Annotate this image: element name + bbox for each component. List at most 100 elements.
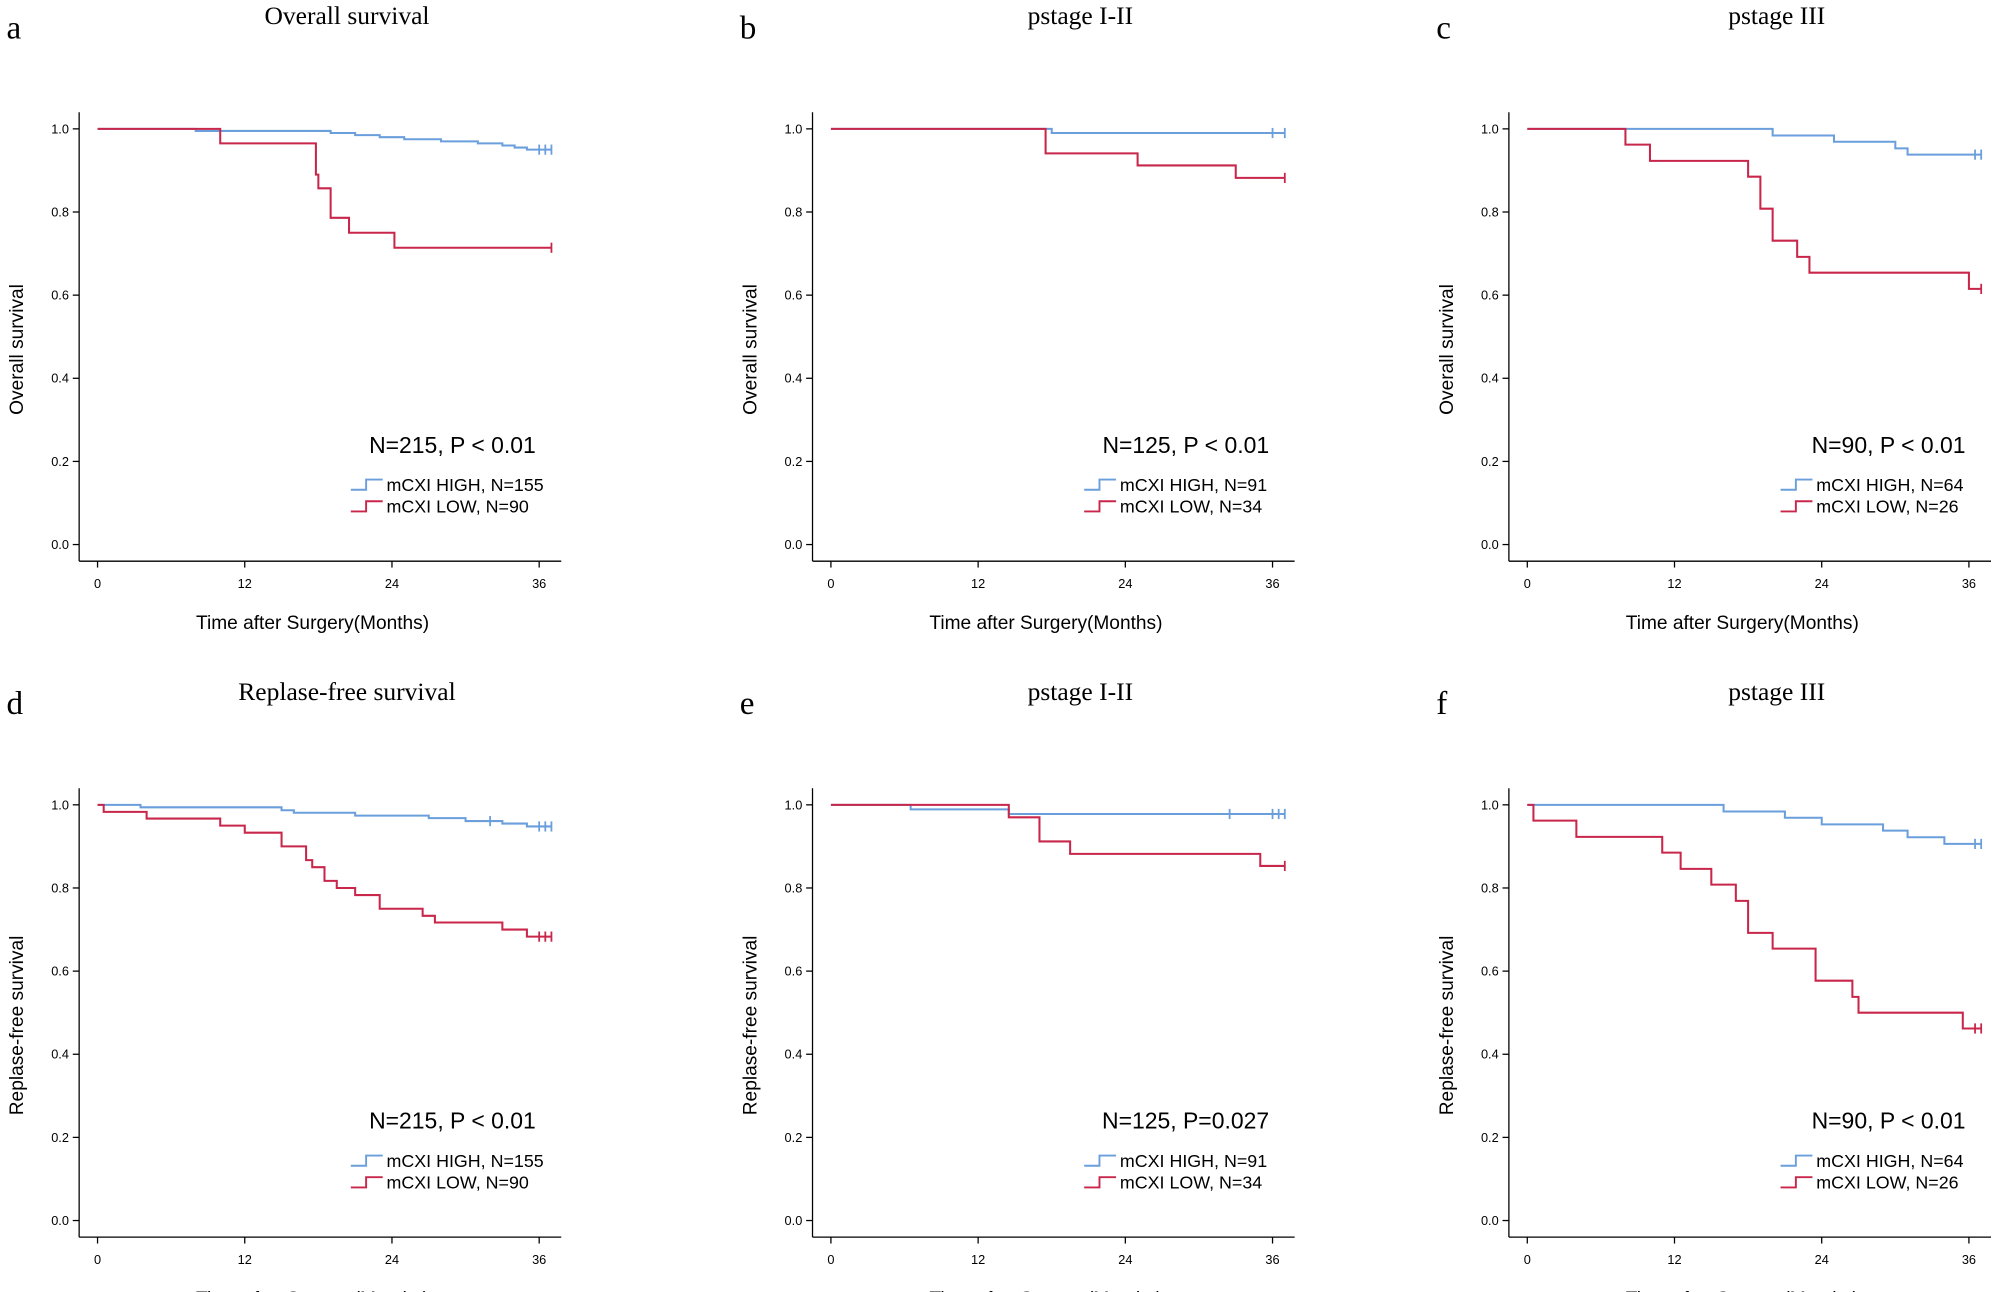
- legend-swatch: [1780, 1154, 1813, 1167]
- x-tick-label: 36: [1962, 1252, 1976, 1267]
- panel: f pstage III Replase-free survival Time aft…: [1436, 677, 1992, 1292]
- y-axis-label: Replase-free survival: [740, 936, 761, 1116]
- y-tick-label: 0.4: [1481, 1047, 1499, 1062]
- panel-label: d: [6, 685, 23, 722]
- y-tick-label: 0.4: [1481, 371, 1499, 386]
- panel-label: f: [1436, 685, 1448, 722]
- x-tick-label: 12: [971, 1252, 985, 1267]
- x-tick-label: 0: [1524, 1252, 1531, 1267]
- survival-curve: [1527, 803, 1982, 1030]
- legend-label: mCXI LOW, N=34: [1120, 497, 1262, 517]
- x-tick-label: 12: [971, 576, 985, 591]
- legend-swatch: [350, 500, 383, 513]
- panel: e pstage I-II Replase-free survival Time af…: [740, 677, 1295, 1292]
- annotation: N=215, P < 0.01: [369, 432, 536, 458]
- panel-title: pstage I-II: [1028, 1, 1134, 30]
- panel: b pstage I-II Overall survival Time after S…: [740, 1, 1295, 634]
- legend-label: mCXI HIGH, N=155: [387, 1151, 544, 1171]
- x-tick-label: 36: [1265, 1252, 1279, 1267]
- x-axis-label: Time after Surgery(Months): [196, 613, 429, 634]
- survival-curve: [830, 127, 1285, 179]
- x-tick-label: 0: [1524, 576, 1531, 591]
- x-tick-label: 24: [1815, 576, 1829, 591]
- y-tick-label: 0.0: [785, 537, 803, 552]
- y-tick-label: 0.8: [51, 204, 69, 219]
- annotation: N=90, P < 0.01: [1812, 432, 1966, 458]
- x-tick-label: 0: [827, 1252, 834, 1267]
- legend-swatch: [1780, 1176, 1813, 1189]
- legend-swatch: [1780, 500, 1813, 513]
- y-tick-label: 0.4: [51, 371, 69, 386]
- legend-label: mCXI LOW, N=26: [1816, 1173, 1958, 1193]
- legend-label: mCXI HIGH, N=91: [1120, 475, 1267, 495]
- x-tick-label: 0: [827, 576, 834, 591]
- y-tick-label: 0.4: [785, 371, 803, 386]
- y-tick-label: 0.0: [1481, 1213, 1499, 1228]
- legend-swatch: [1084, 478, 1117, 491]
- legend-swatch: [1084, 1154, 1117, 1167]
- x-tick-label: 12: [238, 576, 252, 591]
- y-tick-label: 0.2: [51, 454, 69, 469]
- y-tick-label: 0.4: [51, 1047, 69, 1062]
- y-tick-label: 1.0: [1481, 121, 1499, 136]
- panel-title: Replase-free survival: [238, 677, 455, 706]
- y-tick-label: 0.8: [785, 880, 803, 895]
- x-axis-label: Time after Surgery(Months): [1626, 1289, 1859, 1292]
- survival-curve: [1527, 127, 1982, 156]
- y-tick-label: 0.0: [51, 537, 69, 552]
- x-tick-label: 36: [1962, 576, 1976, 591]
- x-tick-label: 0: [94, 576, 101, 591]
- x-axis-label: Time after Surgery(Months): [929, 613, 1162, 634]
- y-tick-label: 1.0: [51, 121, 69, 136]
- y-axis-label: Overall survival: [740, 284, 761, 415]
- y-tick-label: 0.8: [1481, 880, 1499, 895]
- y-tick-label: 0.2: [785, 454, 803, 469]
- legend-label: mCXI LOW, N=90: [387, 497, 529, 517]
- y-tick-label: 0.8: [785, 204, 803, 219]
- x-tick-label: 12: [1667, 1252, 1681, 1267]
- x-tick-label: 24: [385, 1252, 399, 1267]
- y-tick-label: 0.6: [51, 964, 69, 979]
- y-tick-label: 0.6: [1481, 964, 1499, 979]
- x-tick-label: 0: [94, 1252, 101, 1267]
- legend-label: mCXI HIGH, N=155: [387, 475, 544, 495]
- legend-label: mCXI LOW, N=90: [387, 1173, 529, 1193]
- y-tick-label: 0.8: [1481, 204, 1499, 219]
- panel-label: e: [740, 685, 755, 722]
- panel-title: Overall survival: [264, 1, 429, 30]
- y-tick-label: 0.2: [1481, 1130, 1499, 1145]
- x-tick-label: 24: [1118, 1252, 1132, 1267]
- panel-label: a: [6, 9, 21, 46]
- y-tick-label: 0.6: [1481, 288, 1499, 303]
- survival-curve: [1527, 127, 1982, 290]
- panel-label: b: [740, 9, 757, 46]
- survival-curve: [830, 803, 1285, 867]
- survival-curve: [97, 803, 552, 828]
- y-tick-label: 0.8: [51, 880, 69, 895]
- survival-curve: [97, 127, 552, 249]
- y-tick-label: 0.6: [51, 288, 69, 303]
- y-tick-label: 0.6: [785, 288, 803, 303]
- panel-title: pstage III: [1728, 1, 1825, 30]
- x-tick-label: 24: [1815, 1252, 1829, 1267]
- panel-title: pstage III: [1728, 677, 1825, 706]
- legend-label: mCXI HIGH, N=64: [1816, 1151, 1963, 1171]
- y-tick-label: 0.0: [1481, 537, 1499, 552]
- legend-swatch: [1780, 478, 1813, 491]
- annotation: N=90, P < 0.01: [1812, 1108, 1966, 1134]
- y-tick-label: 0.0: [51, 1213, 69, 1228]
- survival-curve: [97, 127, 552, 151]
- survival-curve: [830, 803, 1285, 816]
- annotation: N=215, P < 0.01: [369, 1108, 536, 1134]
- x-axis-label: Time after Surgery(Months): [196, 1289, 429, 1292]
- y-tick-label: 0.2: [51, 1130, 69, 1145]
- legend-label: mCXI LOW, N=26: [1816, 497, 1958, 517]
- x-axis-label: Time after Surgery(Months): [929, 1289, 1162, 1292]
- y-tick-label: 0.0: [785, 1213, 803, 1228]
- y-tick-label: 0.2: [785, 1130, 803, 1145]
- y-axis-label: Replase-free survival: [7, 936, 28, 1116]
- x-tick-label: 24: [385, 576, 399, 591]
- panel: d Replase-free survival Replase-free survi…: [6, 677, 562, 1292]
- panel: a Overall survival Overall survival Time af…: [6, 1, 562, 634]
- x-tick-label: 36: [532, 1252, 546, 1267]
